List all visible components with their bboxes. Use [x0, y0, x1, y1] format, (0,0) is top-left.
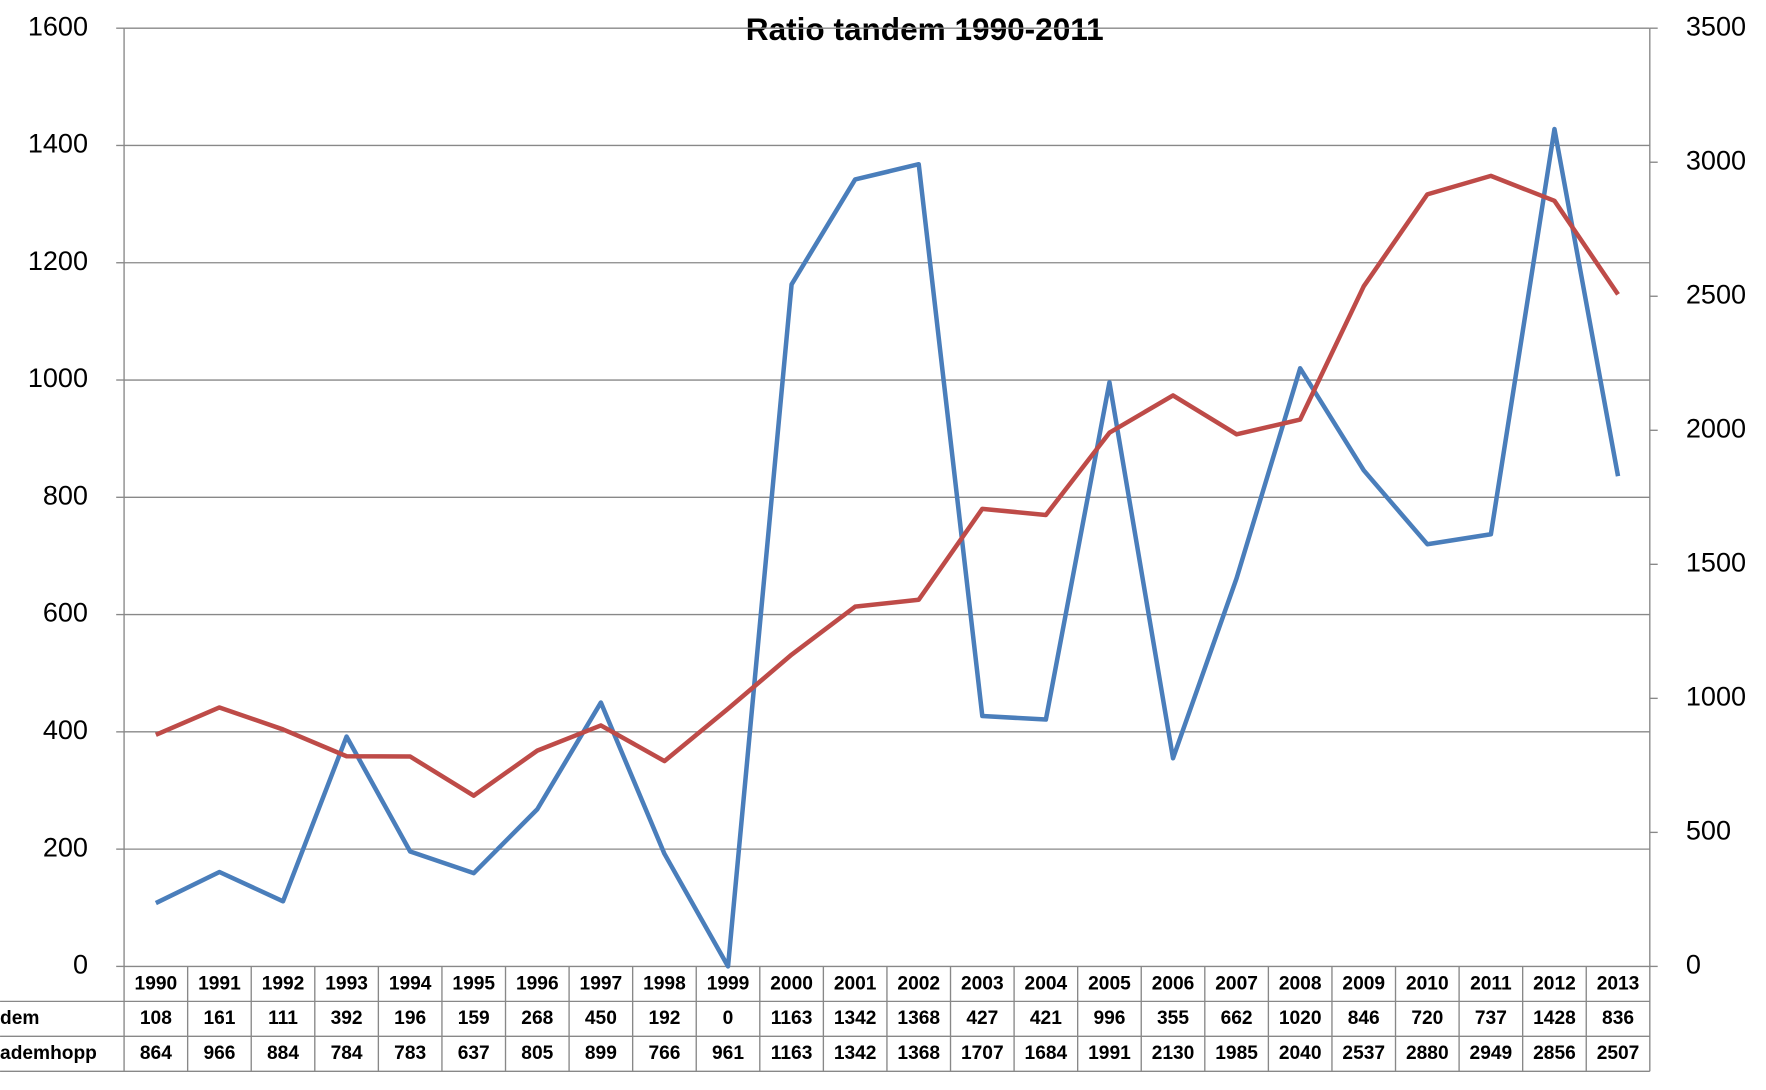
x-tick-label: 2000: [770, 974, 813, 995]
y2-tick-label: 1500: [1686, 547, 1746, 577]
x-tick-label: 1993: [325, 974, 368, 995]
table-value: 1020: [1279, 1008, 1322, 1029]
table-value: 2130: [1152, 1043, 1195, 1064]
table-value: 836: [1602, 1008, 1634, 1029]
table-value: 2856: [1533, 1043, 1576, 1064]
legend-label: ademhopp: [0, 1043, 97, 1064]
table-value: 2507: [1597, 1043, 1640, 1064]
x-tick-label: 2003: [961, 974, 1004, 995]
table-value: 192: [648, 1008, 680, 1029]
x-tick-label: 1992: [262, 974, 305, 995]
y2-tick-label: 2000: [1686, 413, 1746, 443]
table-value: 884: [267, 1043, 299, 1064]
legend-label: dem: [0, 1008, 39, 1029]
y-tick-label: 600: [43, 598, 88, 628]
table-value: 161: [203, 1008, 235, 1029]
table-value: 421: [1030, 1008, 1062, 1029]
x-tick-label: 2005: [1088, 974, 1131, 995]
table-value: 662: [1221, 1008, 1253, 1029]
x-tick-label: 2001: [834, 974, 877, 995]
table-value: 1342: [834, 1008, 877, 1029]
table-value: 427: [966, 1008, 998, 1029]
y2-tick-label: 3500: [1686, 11, 1746, 41]
table-value: 784: [331, 1043, 363, 1064]
x-tick-label: 1995: [452, 974, 495, 995]
table-value: 805: [521, 1043, 553, 1064]
chart-title: Ratio tandem 1990-2011: [746, 11, 1104, 47]
x-tick-label: 1994: [389, 974, 432, 995]
table-value: 637: [458, 1043, 490, 1064]
x-tick-label: 1991: [198, 974, 241, 995]
y-tick-label: 1200: [28, 246, 88, 276]
table-value: 720: [1411, 1008, 1443, 1029]
table-value: 2040: [1279, 1043, 1322, 1064]
x-tick-label: 2009: [1342, 974, 1385, 995]
table-value: 2880: [1406, 1043, 1449, 1064]
series-line: [154, 126, 1621, 969]
table-value: 864: [140, 1043, 172, 1064]
table-value: 783: [394, 1043, 426, 1064]
table-value: 0: [723, 1008, 734, 1029]
table-value: 1707: [961, 1043, 1004, 1064]
table-value: 196: [394, 1008, 426, 1029]
table-value: 1342: [834, 1043, 877, 1064]
table-value: 766: [648, 1043, 680, 1064]
table-value: 111: [268, 1008, 298, 1029]
x-tick-label: 2004: [1025, 974, 1068, 995]
table-value: 355: [1157, 1008, 1189, 1029]
x-tick-label: 1990: [135, 974, 178, 995]
table-value: 1163: [771, 1008, 813, 1029]
y-tick-label: 400: [43, 715, 88, 745]
y-tick-label: 800: [43, 480, 88, 510]
y-tick-label: 1600: [28, 11, 88, 41]
x-tick-label: 2007: [1215, 974, 1258, 995]
table-value: 1991: [1088, 1043, 1131, 1064]
x-tick-label: 2006: [1152, 974, 1195, 995]
series-line: [154, 173, 1620, 798]
table-value: 996: [1093, 1008, 1125, 1029]
table-value: 450: [585, 1008, 617, 1029]
x-tick-label: 2008: [1279, 974, 1322, 995]
y-tick-label: 0: [73, 950, 88, 980]
table-value: 2537: [1342, 1043, 1385, 1064]
x-tick-label: 1997: [580, 974, 623, 995]
x-tick-label: 1998: [643, 974, 686, 995]
y2-tick-label: 0: [1686, 950, 1701, 980]
table-value: 2949: [1470, 1043, 1513, 1064]
y-tick-label: 200: [43, 832, 88, 862]
x-tick-label: 2002: [897, 974, 940, 995]
y-tick-label: 1000: [28, 363, 88, 393]
x-tick-label: 2013: [1597, 974, 1640, 995]
table-value: 108: [140, 1008, 172, 1029]
table-value: 1368: [897, 1043, 940, 1064]
table-value: 961: [712, 1043, 744, 1064]
table-value: 1428: [1533, 1008, 1576, 1029]
table-value: 966: [203, 1043, 235, 1064]
y-tick-label: 1400: [28, 129, 88, 159]
x-tick-label: 2010: [1406, 974, 1449, 995]
x-tick-label: 1996: [516, 974, 559, 995]
x-tick-label: 1999: [707, 974, 750, 995]
table-value: 1985: [1215, 1043, 1258, 1064]
table-value: 392: [331, 1008, 363, 1029]
y2-tick-label: 500: [1686, 816, 1731, 846]
y2-tick-label: 1000: [1686, 681, 1746, 711]
table-value: 1368: [897, 1008, 940, 1029]
x-tick-label: 2012: [1533, 974, 1576, 995]
table-value: 846: [1348, 1008, 1380, 1029]
table-value: 159: [458, 1008, 490, 1029]
table-value: 1684: [1025, 1043, 1068, 1064]
y2-tick-label: 2500: [1686, 279, 1746, 309]
y2-tick-label: 3000: [1686, 145, 1746, 175]
x-tick-label: 2011: [1470, 974, 1512, 995]
table-value: 737: [1475, 1008, 1507, 1029]
table-value: 1163: [771, 1043, 813, 1064]
table-value: 899: [585, 1043, 617, 1064]
table-value: 268: [521, 1008, 553, 1029]
